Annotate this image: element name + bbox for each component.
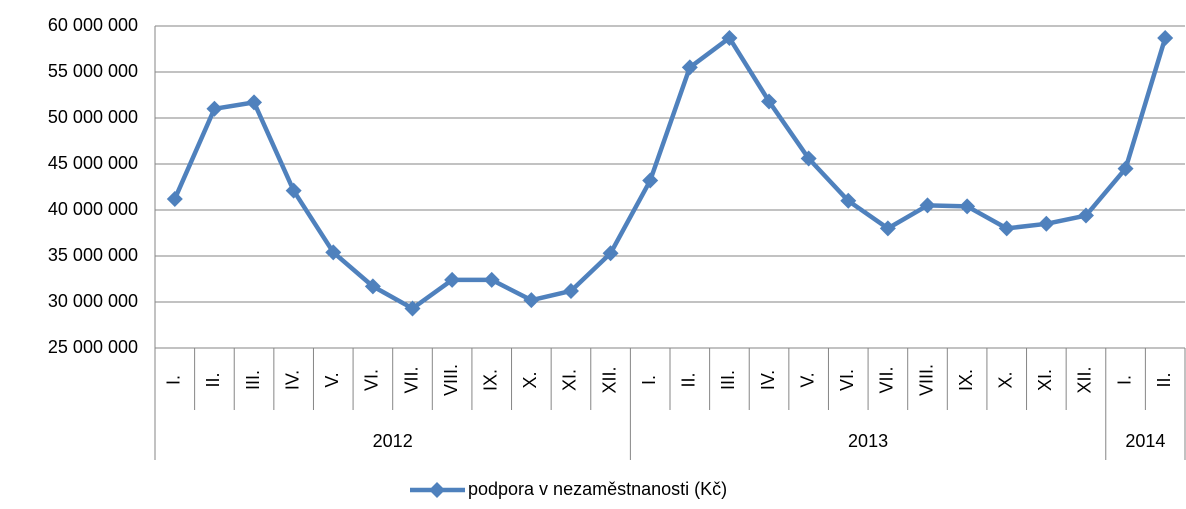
data-point — [840, 192, 857, 209]
data-point — [642, 172, 659, 189]
data-point — [444, 271, 461, 288]
x-tick-label: IX. — [956, 369, 976, 391]
data-point — [800, 150, 817, 167]
series-line — [172, 35, 1168, 311]
x-tick-label: X. — [520, 371, 540, 388]
x-tick-label: V. — [797, 372, 817, 387]
x-tick-label: VIII. — [441, 364, 461, 396]
year-label: 2013 — [848, 431, 888, 451]
legend-marker — [429, 482, 445, 498]
x-tick-label: XI. — [1035, 369, 1055, 391]
y-tick-label: 45 000 000 — [48, 153, 138, 173]
x-tick-label: IV. — [758, 370, 778, 390]
x-tick-label: V. — [322, 372, 342, 387]
x-tick-label: VII. — [401, 366, 421, 393]
y-tick-label: 35 000 000 — [48, 245, 138, 265]
y-tick-label: 25 000 000 — [48, 337, 138, 357]
x-tick-label: I. — [1114, 375, 1134, 385]
data-point — [325, 244, 342, 261]
y-tick-label: 40 000 000 — [48, 199, 138, 219]
data-point — [919, 197, 936, 214]
x-tick-label: XII. — [599, 366, 619, 393]
x-tick-label: VII. — [877, 366, 897, 393]
x-tick-label: II. — [203, 372, 223, 387]
data-point — [364, 278, 381, 295]
x-tick-label: XI. — [560, 369, 580, 391]
x-tick-label: I. — [164, 375, 184, 385]
x-tick-label: X. — [995, 371, 1015, 388]
data-point — [681, 59, 698, 76]
data-point — [562, 282, 579, 299]
year-label: 2012 — [373, 431, 413, 451]
x-tick-label: II. — [1154, 372, 1174, 387]
x-tick-label: IX. — [480, 369, 500, 391]
data-point — [166, 190, 183, 207]
x-tick-label: III. — [243, 370, 263, 390]
data-point — [1157, 29, 1174, 46]
x-tick-label: II. — [679, 372, 699, 387]
data-point — [1077, 207, 1094, 224]
data-point — [523, 292, 540, 309]
x-tick-label: III. — [718, 370, 738, 390]
y-tick-label: 30 000 000 — [48, 291, 138, 311]
x-tick-label: VI. — [837, 369, 857, 391]
data-point — [959, 198, 976, 215]
data-point — [1038, 215, 1055, 232]
year-label: 2014 — [1125, 431, 1165, 451]
x-tick-label: I. — [639, 375, 659, 385]
x-tick-label: IV. — [282, 370, 302, 390]
data-point — [998, 220, 1015, 237]
data-point — [721, 29, 738, 46]
legend-label: podpora v nezaměstnanosti (Kč) — [468, 479, 727, 499]
x-tick-label: VIII. — [916, 364, 936, 396]
y-tick-label: 60 000 000 — [48, 15, 138, 35]
data-point — [206, 100, 223, 117]
data-point — [879, 220, 896, 237]
data-point — [761, 93, 778, 110]
data-point — [602, 245, 619, 262]
y-tick-label: 55 000 000 — [48, 61, 138, 81]
data-point — [483, 271, 500, 288]
data-point — [404, 300, 421, 317]
x-tick-label: VI. — [362, 369, 382, 391]
data-point — [1117, 160, 1134, 177]
x-tick-label: XII. — [1075, 366, 1095, 393]
y-tick-label: 50 000 000 — [48, 107, 138, 127]
data-point — [246, 94, 263, 111]
data-point — [285, 182, 302, 199]
